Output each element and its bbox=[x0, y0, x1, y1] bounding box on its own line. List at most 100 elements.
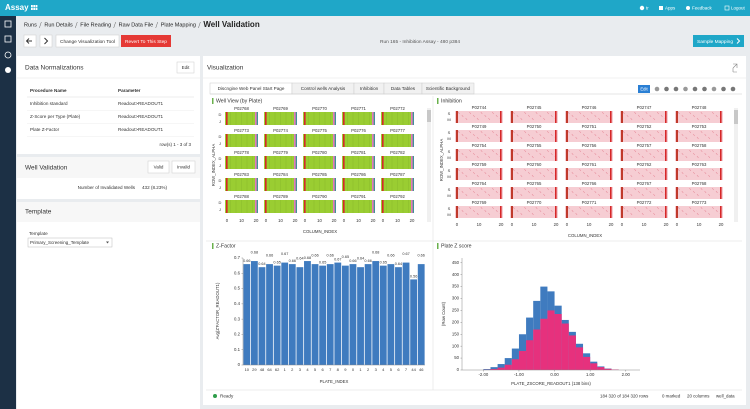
plate-speckle bbox=[491, 149, 494, 153]
plate-speckle bbox=[567, 130, 570, 134]
plate-speckle bbox=[700, 206, 703, 210]
logout-link[interactable]: Logout bbox=[731, 6, 746, 11]
invalid-label: Invalid bbox=[177, 165, 191, 170]
plate-stripe bbox=[226, 156, 228, 169]
tool-icon[interactable] bbox=[664, 86, 669, 92]
plate-speckle bbox=[605, 114, 608, 118]
plate-label: P02754 bbox=[472, 143, 487, 148]
tool-icon[interactable] bbox=[711, 86, 717, 92]
plate-speckle bbox=[645, 149, 648, 153]
plate-speckle bbox=[681, 152, 684, 156]
forward-button[interactable] bbox=[39, 34, 53, 48]
plate-stripe bbox=[621, 187, 623, 199]
nav-icon[interactable] bbox=[4, 35, 12, 43]
bar bbox=[349, 264, 357, 365]
breadcrumb-item[interactable]: Runs bbox=[24, 22, 37, 28]
plate-speckle bbox=[491, 130, 494, 134]
plate-speckle bbox=[598, 136, 601, 140]
breadcrumb-separator bbox=[75, 21, 78, 29]
plate-label: P02788 bbox=[234, 194, 249, 199]
row-label: S bbox=[448, 149, 451, 154]
plate-label: P02753 bbox=[692, 124, 707, 129]
tool-icon[interactable] bbox=[692, 86, 698, 92]
bar bbox=[258, 267, 266, 365]
tool-icon[interactable] bbox=[654, 86, 660, 92]
left-panel bbox=[17, 56, 200, 409]
plate-tile bbox=[455, 130, 503, 142]
tool-icon[interactable] bbox=[673, 86, 679, 92]
plate-tile bbox=[455, 206, 503, 218]
tool-icon[interactable] bbox=[683, 86, 688, 92]
plate-tile bbox=[620, 111, 668, 123]
invalid-button[interactable] bbox=[171, 160, 196, 174]
next-button[interactable] bbox=[693, 35, 744, 47]
forward-icon bbox=[44, 37, 49, 45]
plate-speckle bbox=[649, 133, 652, 137]
plate-speckle bbox=[711, 111, 714, 115]
user-name[interactable]: tr bbox=[646, 6, 649, 11]
x-tick-label: 10 bbox=[239, 218, 244, 223]
status-columns: 20 columns bbox=[687, 393, 710, 398]
breadcrumb-item[interactable]: File Reading bbox=[80, 22, 111, 28]
nav-icon[interactable] bbox=[4, 20, 12, 28]
panel-marker bbox=[437, 98, 439, 104]
edit-tag[interactable] bbox=[638, 85, 650, 93]
plate-speckle bbox=[645, 111, 648, 115]
breadcrumb-item[interactable]: Run Details bbox=[44, 22, 73, 28]
plate-stripe bbox=[334, 112, 336, 125]
revert-button[interactable] bbox=[121, 35, 171, 47]
feedback-link[interactable]: Feedback bbox=[692, 6, 713, 11]
plate-label: P02774 bbox=[273, 128, 288, 133]
plate-speckle bbox=[685, 155, 688, 159]
plate-speckle bbox=[520, 155, 523, 159]
breadcrumb-item[interactable]: Raw Data File bbox=[119, 22, 154, 28]
x-tick-label: 2 bbox=[291, 367, 294, 372]
x-tick-label: 20 bbox=[254, 218, 259, 223]
plate-label: P02792 bbox=[390, 194, 405, 199]
plate-label: P02760 bbox=[527, 162, 542, 167]
nav-icon[interactable] bbox=[5, 67, 11, 73]
plate-speckle bbox=[653, 155, 656, 159]
bar bbox=[372, 261, 380, 365]
x-tick-label: 6 bbox=[397, 367, 400, 372]
change-tool-button[interactable] bbox=[55, 34, 120, 48]
breadcrumb-item[interactable]: Plate Mapping bbox=[161, 22, 196, 28]
bar bbox=[296, 267, 304, 365]
bar bbox=[288, 264, 296, 365]
plate-label: P02777 bbox=[390, 128, 405, 133]
tool-icon[interactable] bbox=[702, 86, 707, 92]
valid-button[interactable] bbox=[147, 160, 170, 174]
plate-speckle bbox=[692, 190, 695, 194]
plate-stripe bbox=[373, 156, 375, 169]
plate-stripe bbox=[412, 112, 414, 125]
tool-icon[interactable] bbox=[730, 86, 736, 92]
plate-tile bbox=[510, 111, 558, 123]
nav-icon[interactable] bbox=[4, 51, 12, 59]
data-label: 0.65 bbox=[273, 261, 280, 265]
template-select[interactable] bbox=[27, 237, 113, 248]
plate-speckle bbox=[689, 206, 692, 210]
plate-speckle bbox=[457, 168, 460, 172]
bar bbox=[334, 262, 342, 365]
plate-stripe bbox=[511, 149, 513, 161]
x-tick-label: 4 bbox=[306, 367, 309, 372]
change-tool-label: Change Visualization Tool bbox=[60, 39, 115, 45]
plate-stripe bbox=[500, 206, 502, 218]
panel-title: Well View (by Plate) bbox=[216, 98, 262, 104]
plate-stripe bbox=[334, 156, 336, 169]
plate-speckle bbox=[586, 117, 589, 121]
plate-tile bbox=[565, 187, 613, 199]
plate-label: P02790 bbox=[312, 194, 327, 199]
plate-speckle bbox=[472, 171, 475, 175]
x-axis-title: PLATE_INDEX bbox=[320, 379, 349, 384]
apps-link[interactable]: Apps bbox=[665, 6, 676, 11]
plate-stripe bbox=[456, 206, 458, 218]
plate-speckle bbox=[495, 190, 498, 194]
row-label: D bbox=[219, 112, 222, 117]
edit-button[interactable] bbox=[176, 61, 195, 74]
plate-speckle bbox=[689, 187, 692, 191]
tool-icon[interactable] bbox=[721, 86, 726, 92]
plate-speckle bbox=[550, 114, 553, 118]
x-tick-label: 10 bbox=[245, 367, 250, 372]
x-tick-label: 10 bbox=[642, 222, 647, 227]
